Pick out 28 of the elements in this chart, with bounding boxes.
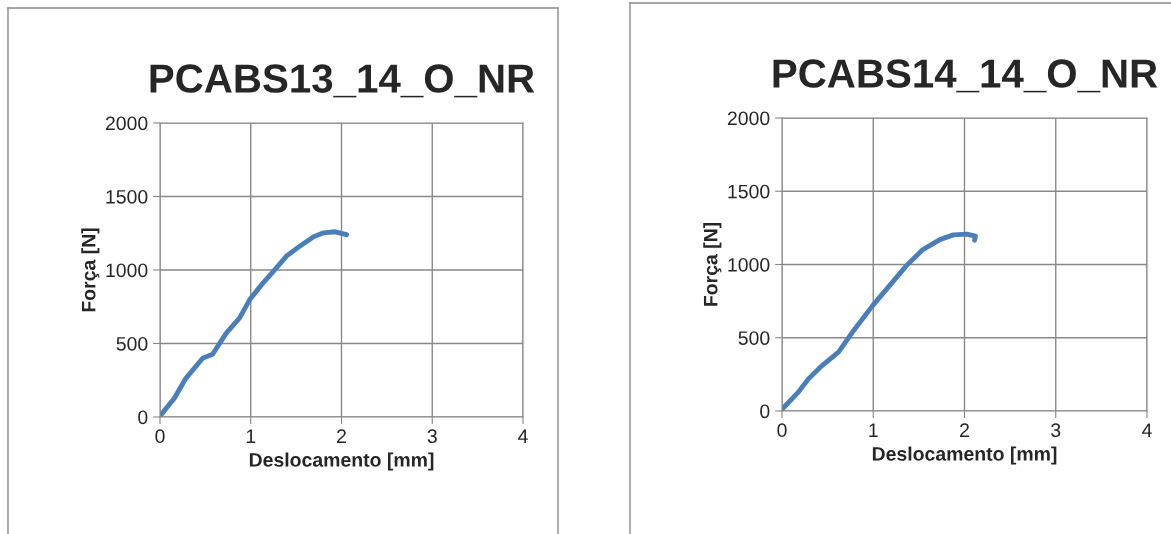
y-tick-label: 1000 [728, 257, 770, 272]
y-tick-label: 1000 [106, 263, 148, 278]
y-tick-label: 0 [760, 404, 770, 419]
x-tick-label: 3 [1051, 423, 1061, 438]
y-axis-title: Força [N] [81, 228, 100, 312]
line-series [782, 231, 978, 411]
y-tick-label: 1500 [728, 184, 770, 199]
y-tick-label: 1500 [106, 189, 148, 204]
line-series [160, 229, 350, 417]
y-tick-label: 2000 [727, 111, 770, 126]
x-tick-label: 1 [246, 429, 256, 443]
x-tick-label: 2 [337, 429, 346, 443]
chart-title: PCABS13_14_O_NR [150, 64, 535, 98]
x-tick-label: 4 [518, 429, 528, 443]
y-tick-label: 500 [738, 331, 770, 345]
x-axis-title: Deslocamento [mm] [872, 446, 1057, 465]
y-tick-label: 0 [138, 410, 148, 425]
x-axis-title: Deslocamento [mm] [249, 452, 434, 471]
x-tick-label: 1 [869, 423, 878, 437]
x-tick-label: 3 [427, 429, 437, 444]
x-tick-label: 0 [777, 423, 787, 438]
x-tick-label: 0 [155, 429, 165, 444]
x-tick-label: 2 [960, 423, 969, 437]
y-tick-label: 2000 [105, 116, 148, 131]
y-tick-label: 500 [116, 336, 148, 351]
chart-title: PCABS14_14_O_NR [773, 59, 1158, 93]
y-axis-title: Força [N] [703, 222, 722, 306]
x-tick-label: 4 [1142, 423, 1152, 437]
